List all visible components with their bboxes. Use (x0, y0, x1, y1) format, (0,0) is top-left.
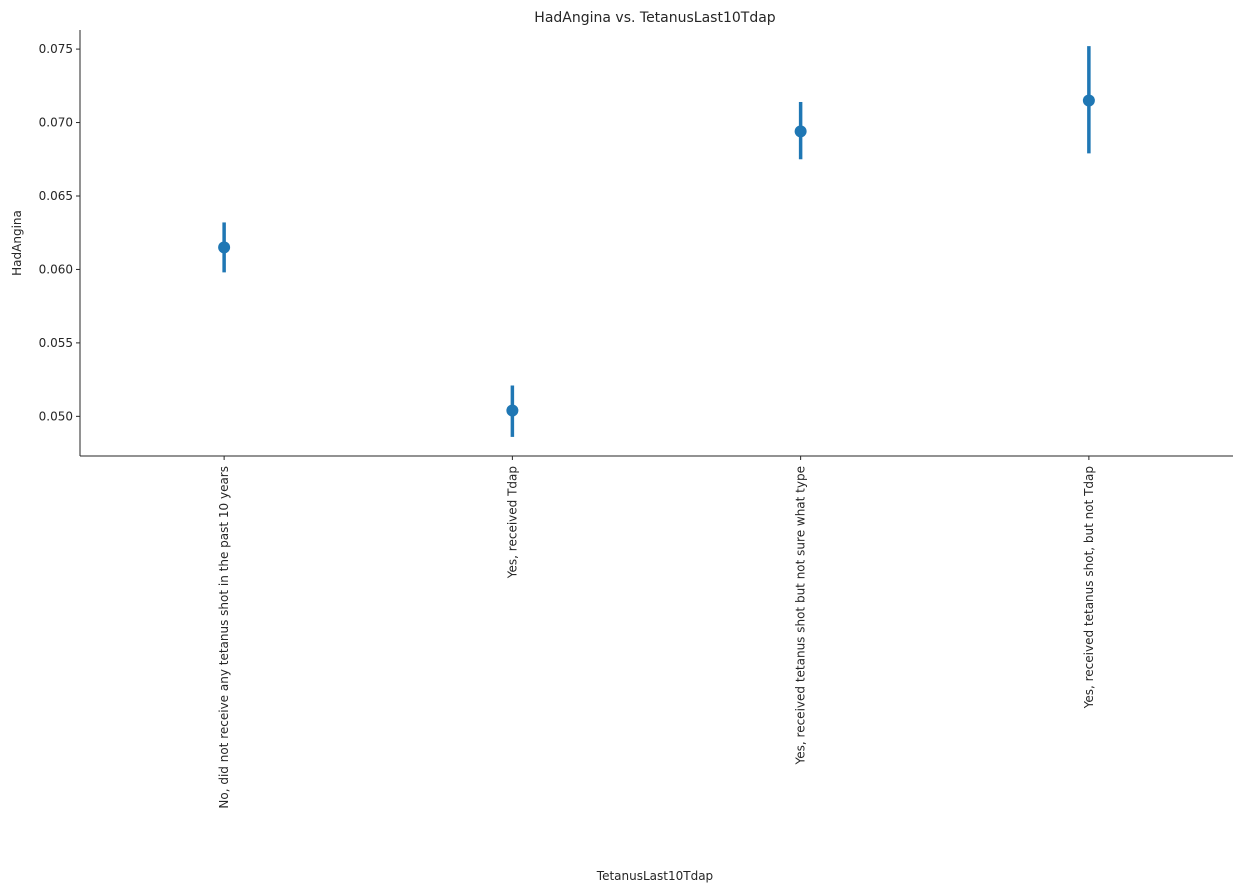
x-tick-label: Yes, received tetanus shot but not sure … (794, 466, 808, 765)
y-tick-label: 0.060 (39, 262, 73, 276)
data-point (1082, 94, 1095, 107)
plot-marks (218, 46, 1095, 437)
y-tick-label: 0.050 (39, 409, 73, 423)
y-axis-ticks: 0.050 0.055 0.060 0.065 0.070 0.075 (39, 42, 80, 423)
x-tick-label: No, did not receive any tetanus shot in … (217, 466, 231, 809)
data-point (506, 404, 519, 417)
data-point (218, 241, 231, 254)
x-tick-label: Yes, received Tdap (505, 466, 519, 579)
data-point (794, 125, 807, 138)
y-tick-label: 0.075 (39, 42, 73, 56)
y-tick-label: 0.070 (39, 116, 73, 130)
chart-title: HadAngina vs. TetanusLast10Tdap (534, 10, 775, 26)
y-tick-label: 0.055 (39, 336, 73, 350)
y-tick-label: 0.065 (39, 189, 73, 203)
x-tick-label: Yes, received tetanus shot, but not Tdap (1082, 466, 1096, 709)
x-axis-title: TetanusLast10Tdap (596, 869, 713, 883)
y-axis-title: HadAngina (10, 210, 24, 276)
x-axis-ticks: No, did not receive any tetanus shot in … (217, 456, 1096, 809)
